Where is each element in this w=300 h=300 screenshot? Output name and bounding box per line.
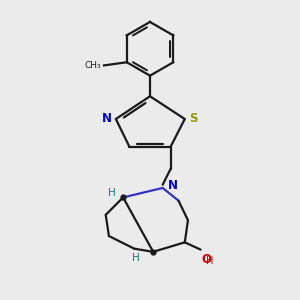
Text: N: N bbox=[101, 112, 111, 125]
Text: H: H bbox=[206, 256, 214, 266]
Text: O: O bbox=[202, 254, 212, 266]
Text: H: H bbox=[108, 188, 116, 198]
Text: N: N bbox=[168, 179, 178, 192]
Text: S: S bbox=[189, 112, 198, 125]
Text: H: H bbox=[132, 253, 140, 262]
Text: CH₃: CH₃ bbox=[85, 61, 101, 70]
